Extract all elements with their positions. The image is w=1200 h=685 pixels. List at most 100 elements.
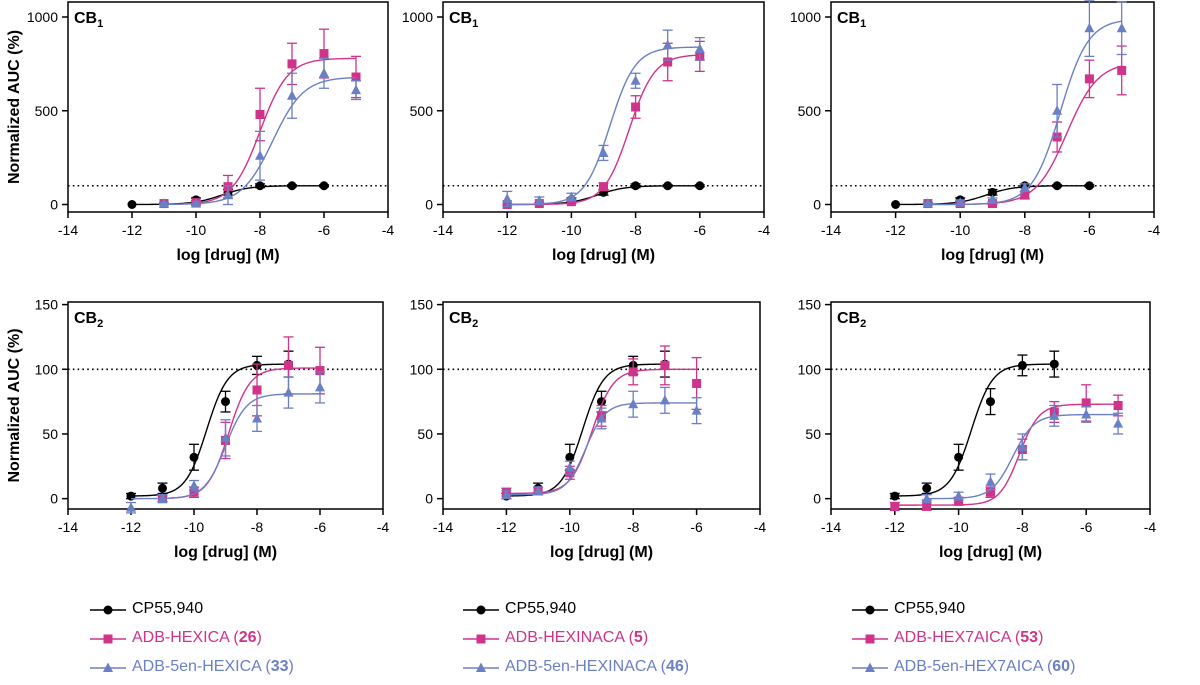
legend-label: ADB-5en-HEXINACA (46) <box>505 658 690 675</box>
chart-panel-cb2-hex7aica: -14 -12 -10 -8 -6 -4 0 50 100 150 log [drug] (M) CB… <box>798 297 1157 561</box>
y-tick-label: 500 <box>798 103 822 119</box>
x-tick-label: -6 <box>314 519 327 535</box>
data-point <box>663 57 673 67</box>
plot-frame <box>67 1 389 213</box>
data-point <box>890 501 900 511</box>
x-tick-label: -6 <box>690 519 703 535</box>
x-tick-label: -4 <box>1148 222 1161 238</box>
panel-label-subscript: 2 <box>860 318 866 330</box>
chart-panel-cb2-hexica: -14 -12 -10 -8 -6 -4 0 50 100 150 log [drug] (M) No… <box>6 297 389 561</box>
x-tick-label: -12 <box>497 222 517 238</box>
y-tick-label: 50 <box>805 426 821 442</box>
data-point <box>1049 410 1060 420</box>
legend-marker-triangle <box>852 662 888 672</box>
data-point <box>284 360 293 370</box>
data-point <box>283 387 294 397</box>
panel-label-subscript: 2 <box>97 318 103 330</box>
legend-marker-circle <box>463 605 499 615</box>
data-point <box>596 412 607 423</box>
data-point <box>628 367 638 377</box>
series-triangle <box>921 404 1124 504</box>
x-axis-label: log [drug] (M) <box>941 247 1044 264</box>
legend-label: ADB-HEXICA (26) <box>132 629 262 646</box>
x-tick-label: -12 <box>885 519 905 535</box>
x-tick-label: -8 <box>251 519 264 535</box>
data-point <box>287 90 297 100</box>
panel-label: CB1 <box>837 10 866 30</box>
y-tick-label: 1000 <box>790 9 821 25</box>
series-triangle <box>126 371 325 514</box>
legend-marker-square <box>463 634 499 644</box>
x-tick-label: -4 <box>382 222 395 238</box>
data-point <box>255 181 265 191</box>
panel-label-subscript: 1 <box>97 18 103 30</box>
data-point <box>315 366 325 376</box>
y-tick-label: 50 <box>417 426 433 442</box>
fit-curve <box>507 46 700 206</box>
data-point <box>692 379 702 389</box>
plot-frame <box>67 301 384 510</box>
x-axis-label: log [drug] (M) <box>174 544 277 561</box>
data-point <box>565 452 575 462</box>
y-axis-label: Normalized AUC (%) <box>6 328 23 482</box>
panel-label: CB1 <box>449 10 478 30</box>
data-point <box>157 493 168 503</box>
panel-label-subscript: 1 <box>472 18 478 30</box>
data-point <box>1052 181 1062 191</box>
data-point <box>221 397 230 407</box>
series-circle <box>501 350 670 501</box>
data-point <box>255 110 265 119</box>
data-point <box>1116 22 1127 33</box>
data-point <box>319 181 329 191</box>
data-point <box>351 84 361 95</box>
chart-panel-cb1-hex7aica: -14 -12 -10 -8 -6 -4 0 500 1000 log [drug] (M) CB1 <box>790 0 1161 264</box>
data-point <box>1017 360 1027 370</box>
x-axis-label: log [drug] (M) <box>552 247 655 264</box>
x-tick-label: -12 <box>122 222 142 238</box>
x-tick-label: -14 <box>821 222 841 238</box>
panel-label-subscript: 1 <box>860 18 866 30</box>
x-tick-label: -10 <box>948 519 968 535</box>
data-point <box>502 193 513 203</box>
x-tick-label: -14 <box>58 222 78 238</box>
data-point <box>189 487 199 497</box>
data-point <box>1084 74 1094 84</box>
x-tick-label: -12 <box>885 222 905 238</box>
data-point <box>223 189 233 200</box>
y-tick-label: 150 <box>410 297 434 313</box>
fit-curve <box>894 363 1055 497</box>
panel-label-subscript: 2 <box>472 318 478 330</box>
fit-curve <box>894 403 1119 506</box>
x-tick-label: -10 <box>186 222 206 238</box>
data-point <box>891 200 901 209</box>
legend-marker-square <box>90 634 126 644</box>
data-point <box>985 476 996 486</box>
data-point <box>988 187 997 197</box>
data-point <box>287 59 297 69</box>
x-tick-label: -4 <box>758 222 771 238</box>
data-point <box>1117 65 1127 75</box>
x-axis-label: log [drug] (M) <box>550 544 653 561</box>
data-point <box>598 147 609 157</box>
legend-marker-square <box>852 634 888 644</box>
data-point <box>986 487 995 497</box>
chart-panel-cb2-hexinaca: -14 -12 -10 -8 -6 -4 0 50 100 150 log [drug] (M) CB… <box>410 297 767 561</box>
y-tick-label: 1000 <box>27 9 58 25</box>
y-tick-label: 0 <box>813 491 821 507</box>
data-point <box>1017 441 1028 451</box>
data-point <box>564 462 575 472</box>
x-tick-label: -12 <box>121 519 141 535</box>
series-triangle <box>502 29 705 208</box>
y-tick-label: 500 <box>410 103 434 119</box>
data-point <box>953 490 964 501</box>
y-tick-label: 150 <box>35 297 59 313</box>
data-point <box>628 398 639 409</box>
data-point <box>1052 105 1063 115</box>
y-tick-label: 1000 <box>402 9 433 25</box>
data-point <box>319 67 329 78</box>
fit-curve <box>927 20 1122 206</box>
data-point <box>630 75 641 85</box>
plot-frame <box>830 1 1155 213</box>
data-point <box>1084 181 1094 191</box>
data-point <box>533 485 544 495</box>
